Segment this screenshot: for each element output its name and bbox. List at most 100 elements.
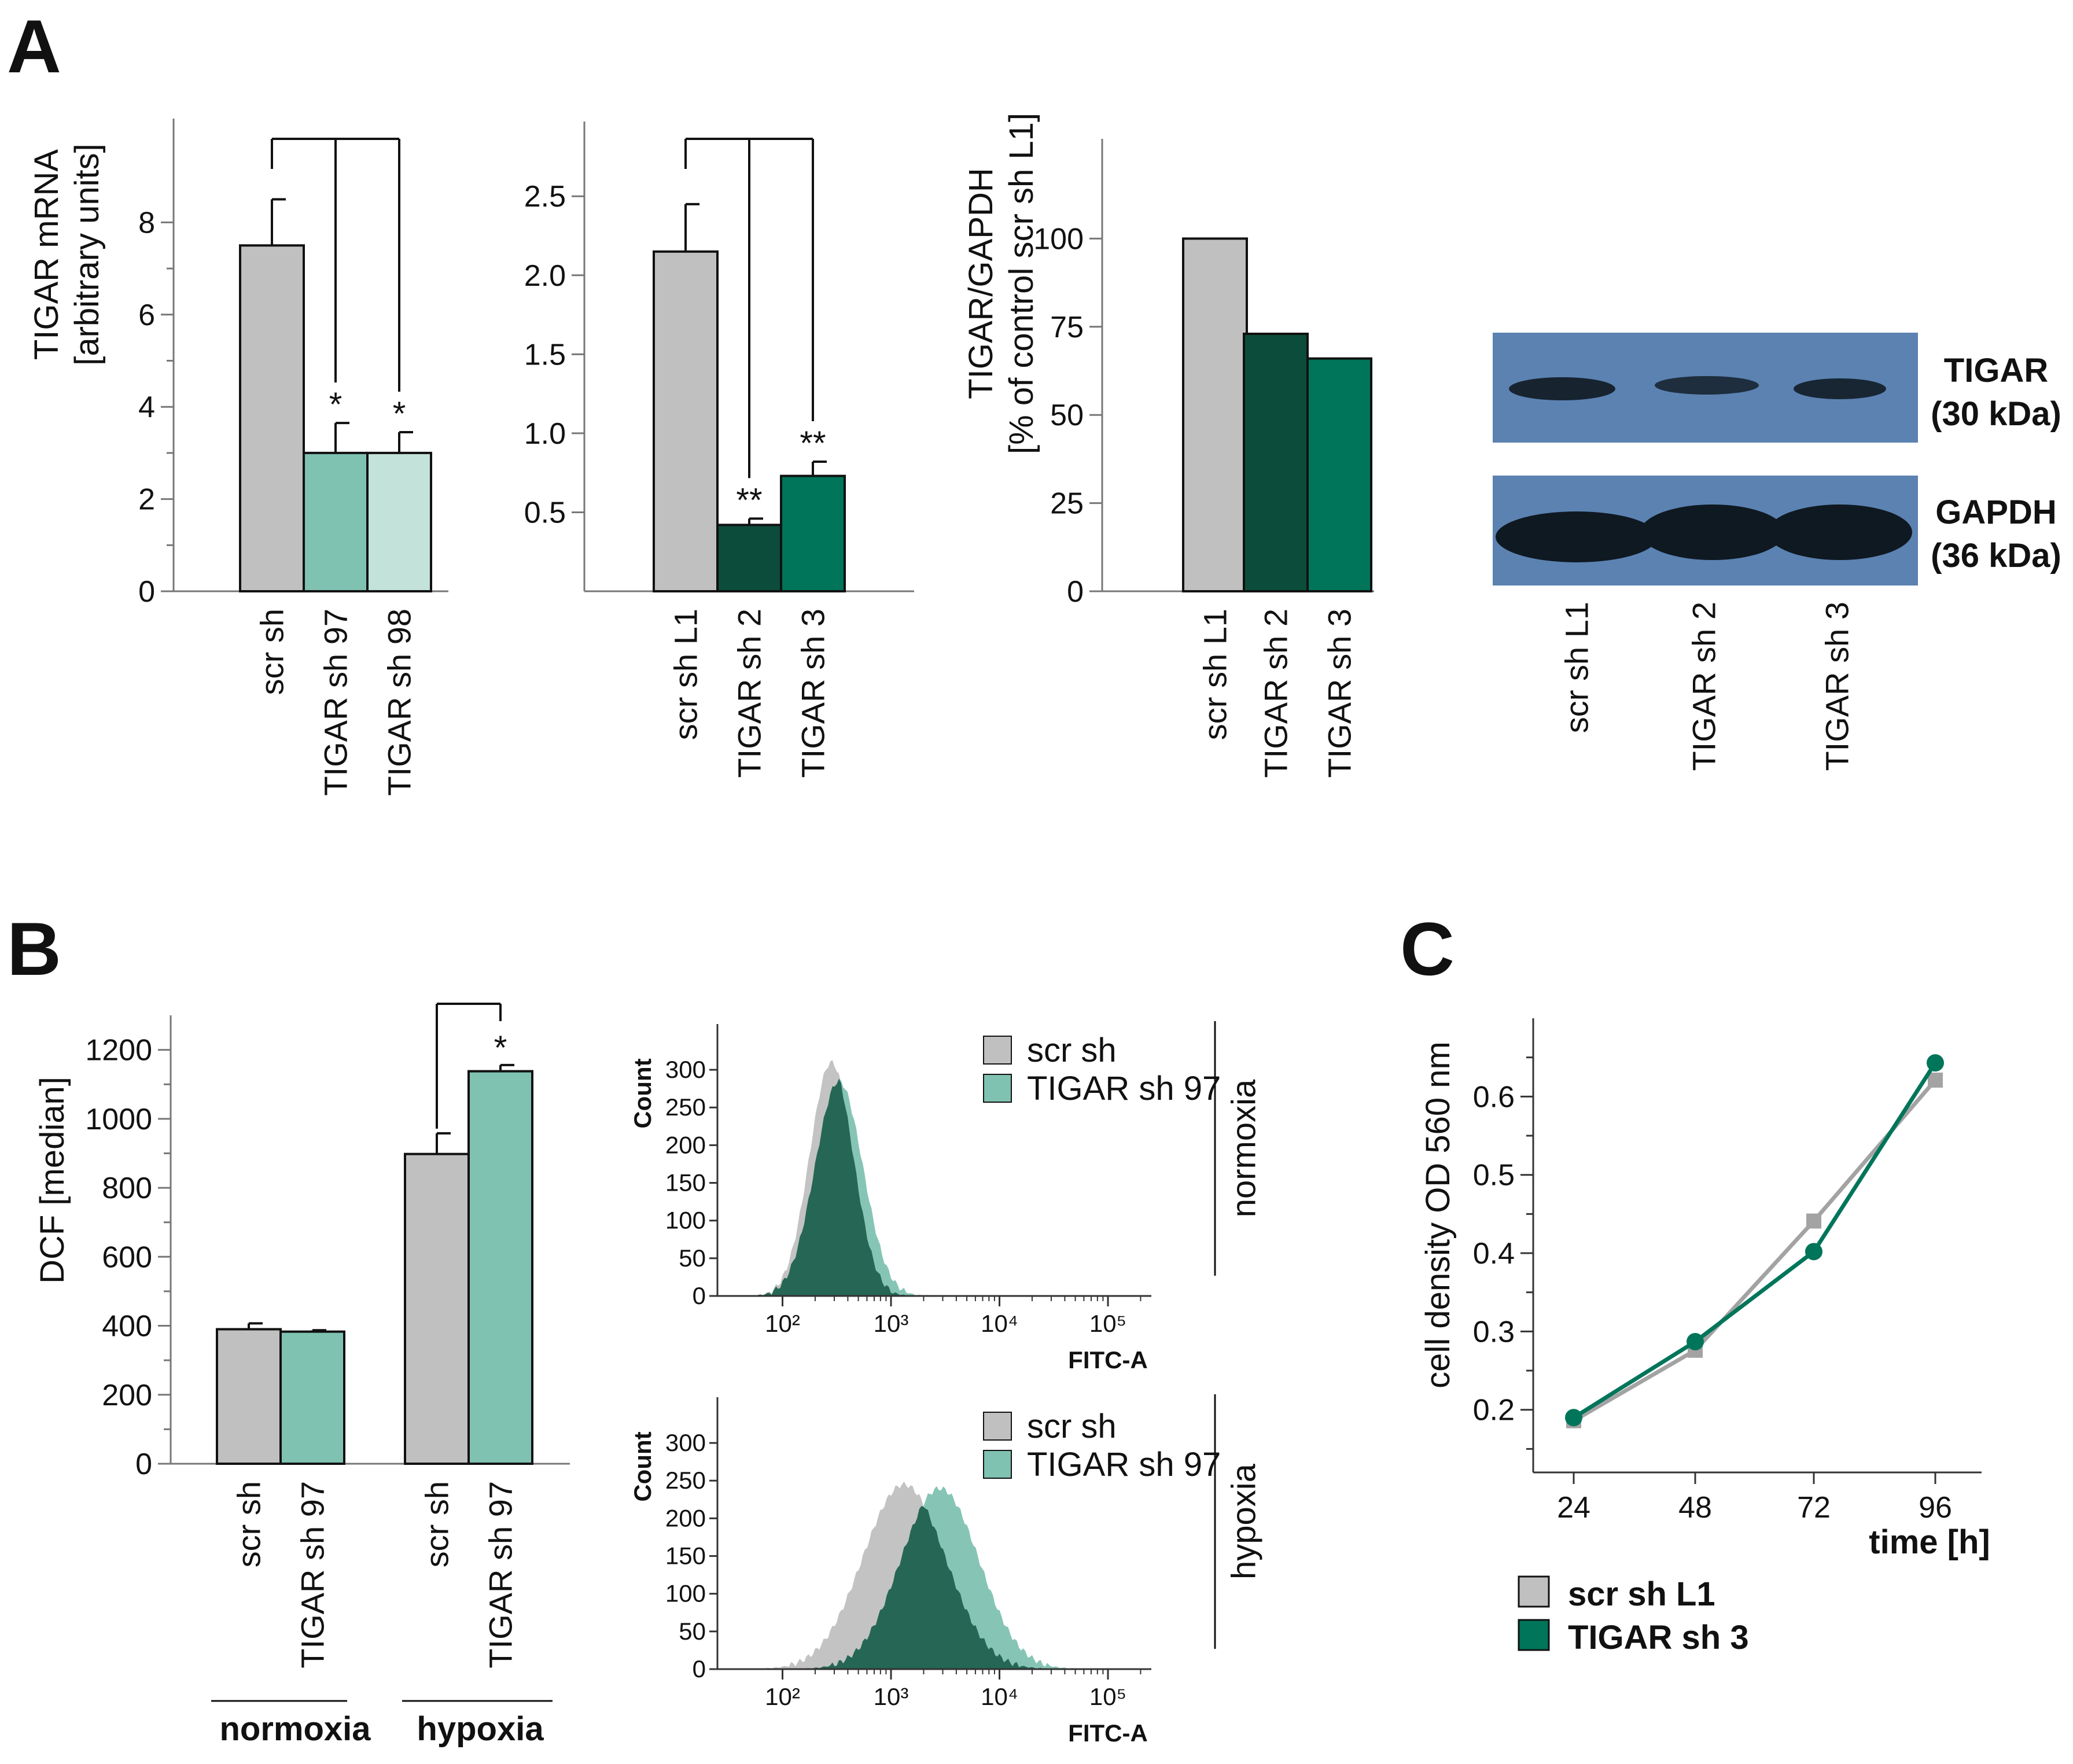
bar — [1306, 357, 1372, 592]
bar — [1243, 332, 1309, 592]
data-point-scr — [1928, 1072, 1943, 1088]
blot-lane-label: TIGAR sh 2 — [1686, 602, 1722, 771]
blot-gapdh-kda: (36 kDa) — [1931, 537, 2061, 575]
histogram-hypoxia: 0 50 100 150 200 250 300 10² 10³ 10⁴ 10⁵ FITC-A Coun… — [629, 1394, 1263, 1747]
y-tick-label: 150 — [665, 1542, 706, 1570]
category-label: scr sh — [419, 1481, 455, 1567]
y-tick-label: 300 — [665, 1429, 706, 1456]
chart-c-cell-density: cell density OD 560 nm time [h] 0.2 0.3 0.… — [1419, 1018, 1990, 1656]
category-label: TIGAR sh 3 — [795, 609, 831, 778]
legend-label: scr sh — [1027, 1408, 1117, 1445]
x-tick-label: 96 — [1919, 1491, 1952, 1524]
y-tick-label: 800 — [102, 1172, 152, 1205]
legend-label: scr sh — [1027, 1032, 1117, 1069]
blot-band-tigar-sh2 — [1655, 376, 1759, 395]
condition-label: hypoxia — [1225, 1463, 1263, 1579]
chart-c-xlabel: time [h] — [1869, 1523, 1990, 1561]
bar — [366, 451, 432, 593]
western-blot: TIGAR (30 kDa) GAPDH (36 kDa) scr sh L1 … — [1493, 333, 2061, 771]
legend-label: scr sh L1 — [1568, 1575, 1715, 1613]
y-tick-label: 75 — [1050, 311, 1084, 344]
blot-gapdh-label: GAPDH — [1935, 494, 2056, 531]
x-tick-label: 10⁴ — [981, 1683, 1018, 1710]
chart-a3-ylabel2: [% of control scr sh L1] — [1003, 113, 1040, 454]
group-label: hypoxia — [417, 1710, 544, 1748]
histogram-overlap-area — [717, 1078, 1151, 1296]
y-tick-label: 0 — [1067, 575, 1084, 609]
blot-band-tigar-scr — [1509, 377, 1615, 400]
bar — [716, 524, 782, 593]
y-tick-label: 25 — [1050, 487, 1084, 521]
y-tick-label: 6 — [138, 299, 155, 332]
bar — [467, 1070, 533, 1465]
category-label: TIGAR sh 2 — [731, 609, 768, 778]
x-tick-label: 10⁵ — [1089, 1310, 1126, 1337]
y-tick-label: 50 — [1050, 399, 1084, 432]
y-tick-label: 50 — [679, 1244, 706, 1272]
legend-swatch — [1518, 1619, 1550, 1651]
blot-band-gapdh-sh3 — [1768, 504, 1912, 560]
x-tick-label: 10² — [765, 1310, 800, 1337]
chart-a3-tigar-gapdh: TIGAR/GAPDH [% of control scr sh L1] 0 25… — [962, 113, 1374, 778]
y-tick-label: 200 — [665, 1504, 706, 1531]
y-tick-label: 0.2 — [1473, 1394, 1515, 1427]
significance-marker: * — [393, 395, 406, 433]
y-tick-label: 0.6 — [1473, 1080, 1515, 1114]
category-label: scr sh L1 — [1197, 609, 1234, 740]
y-tick-label: 400 — [102, 1310, 152, 1343]
legend-swatch — [983, 1036, 1012, 1065]
category-label: TIGAR sh 98 — [381, 609, 418, 796]
blot-band-gapdh-sh2 — [1640, 504, 1785, 560]
y-tick-label: 100 — [1033, 222, 1084, 256]
significance-marker: ** — [800, 425, 826, 462]
chart-a3-ylabel: TIGAR/GAPDH — [962, 168, 1000, 399]
y-axis-label: Count — [629, 1058, 656, 1128]
data-point-tigar — [1565, 1409, 1582, 1427]
x-tick-label: 72 — [1797, 1491, 1831, 1524]
category-label: TIGAR sh 2 — [1258, 609, 1294, 778]
x-tick-label: 10³ — [874, 1310, 909, 1337]
blot-band-tigar-sh3 — [1794, 378, 1886, 399]
group-label: normoxia — [219, 1710, 371, 1748]
panel-letter-b: B — [7, 907, 61, 991]
series-line-tigar — [1573, 1062, 1937, 1420]
x-axis-label: FITC-A — [1068, 1346, 1148, 1373]
category-label: scr sh — [254, 609, 290, 695]
y-tick-label: 250 — [665, 1467, 706, 1494]
y-tick-label: 8 — [138, 206, 155, 240]
blot-band-gapdh-scr — [1496, 511, 1658, 562]
y-tick-label: 50 — [679, 1618, 706, 1645]
data-point-tigar — [1687, 1332, 1704, 1350]
chart-b1-ylabel: DCF [median] — [34, 1077, 71, 1284]
bar — [303, 451, 369, 593]
category-label: TIGAR sh 97 — [318, 609, 354, 796]
y-tick-label: 0.3 — [1473, 1315, 1515, 1349]
x-tick-label: 10³ — [874, 1683, 909, 1710]
chart-a2-tigar-mrna: 0.5 1.0 1.5 2.0 2.5 scr sh L1 ** TIGAR sh 2 ** TI… — [524, 121, 914, 778]
y-tick-label: 200 — [102, 1379, 152, 1412]
series-line-scr — [1573, 1078, 1937, 1423]
chart-a1-ylabel2: [arbitrary units] — [68, 143, 106, 366]
y-tick-label: 2 — [138, 483, 155, 517]
legend-swatch — [983, 1074, 1012, 1103]
x-axis-label: FITC-A — [1068, 1719, 1148, 1747]
legend-label: TIGAR sh 3 — [1568, 1619, 1749, 1656]
legend-label: TIGAR sh 97 — [1027, 1446, 1221, 1483]
chart-a1-tigar-mrna: TIGAR mRNA [arbitrary units] 0 2 4 6 8 scr sh… — [28, 119, 448, 796]
legend-swatch — [983, 1450, 1012, 1479]
panel-letter-a: A — [7, 4, 61, 89]
significance-marker: * — [494, 1029, 507, 1067]
category-label: TIGAR sh 97 — [294, 1481, 331, 1669]
y-tick-label: 250 — [665, 1093, 706, 1121]
legend-swatch — [983, 1412, 1012, 1441]
y-tick-label: 1000 — [85, 1103, 152, 1136]
y-axis-label: Count — [629, 1431, 656, 1501]
bar — [216, 1328, 282, 1465]
histogram-normoxia: 0 50 100 150 200 250 300 10² 10³ 10⁴ 10⁵ FITC-A Coun… — [629, 1021, 1263, 1373]
y-tick-label: 2.0 — [524, 259, 566, 293]
data-point-tigar — [1927, 1054, 1944, 1072]
chart-a1-ylabel: TIGAR mRNA — [28, 149, 65, 360]
y-tick-label: 4 — [138, 391, 155, 424]
y-tick-label: 300 — [665, 1056, 706, 1083]
